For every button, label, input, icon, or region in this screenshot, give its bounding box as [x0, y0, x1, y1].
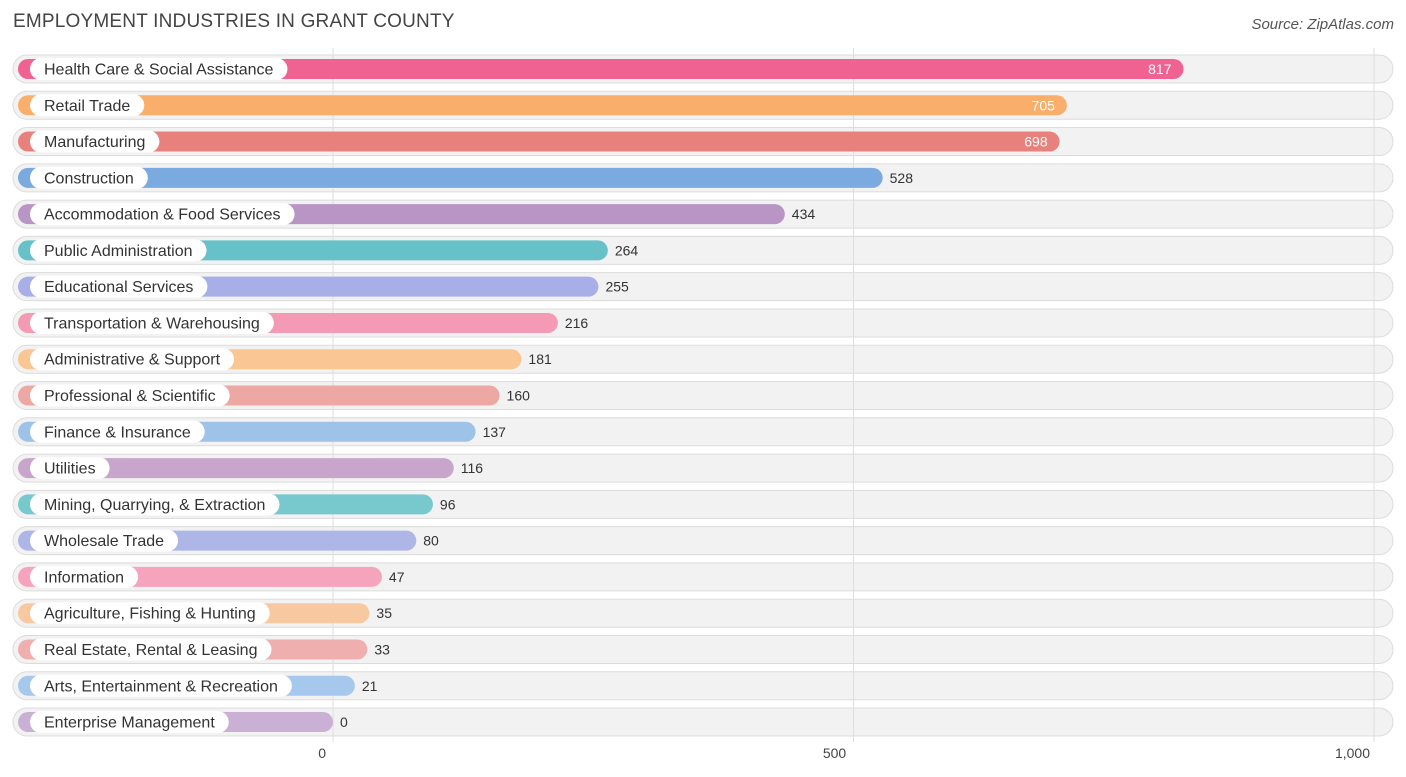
bar-group: Construction 528	[18, 166, 914, 189]
label-pill	[30, 166, 148, 189]
row-background	[12, 707, 1394, 737]
value-label: 255	[605, 279, 629, 295]
bar-group: Accommodation & Food Services 434	[18, 203, 816, 226]
value-label: 0	[340, 714, 348, 730]
bar-group: Real Estate, Rental & Leasing 33	[18, 638, 390, 661]
category-label: Accommodation & Food Services	[44, 207, 281, 224]
label-pill	[30, 420, 205, 443]
label-pill	[30, 94, 145, 117]
bar-group: Agriculture, Fishing & Hunting 35	[18, 602, 392, 625]
category-label: Mining, Quarrying, & Extraction	[44, 497, 265, 514]
category-label: Wholesale Trade	[44, 533, 164, 550]
value-label: 47	[389, 569, 405, 585]
source-note: Source: ZipAtlas.com	[1251, 16, 1394, 33]
bar-group: Retail Trade 705	[18, 94, 1067, 117]
category-label: Transportation & Warehousing	[44, 315, 260, 332]
label-pill	[30, 529, 179, 552]
bar	[18, 95, 1067, 116]
label-pill	[30, 565, 139, 588]
bar-group: Wholesale Trade 80	[18, 529, 439, 552]
bar	[18, 59, 1184, 79]
value-label: 434	[792, 206, 816, 222]
category-label: Construction	[44, 170, 134, 187]
category-label: Retail Trade	[44, 98, 130, 115]
category-label: Agriculture, Fishing & Hunting	[44, 606, 256, 623]
value-label: 21	[362, 678, 378, 694]
value-label: 705	[1032, 97, 1056, 113]
value-label: 80	[423, 533, 439, 549]
category-label: Health Care & Social Assistance	[44, 62, 274, 79]
label-pill	[30, 638, 272, 661]
value-label: 698	[1024, 134, 1048, 150]
row-background	[12, 671, 1394, 701]
bar	[18, 131, 1060, 152]
label-pill	[30, 348, 235, 371]
bar-group: Arts, Entertainment & Recreation 21	[18, 674, 378, 697]
bar-group: Information 47	[18, 565, 405, 588]
x-tick-label: 0	[318, 745, 326, 761]
label-pill	[30, 711, 229, 734]
category-label: Utilities	[44, 461, 96, 478]
category-label: Manufacturing	[44, 134, 145, 151]
value-label: 96	[440, 496, 456, 512]
label-pill	[30, 58, 288, 80]
x-tick-label: 1,000	[1335, 745, 1370, 761]
category-label: Administrative & Support	[44, 352, 221, 369]
category-label: Professional & Scientific	[44, 388, 216, 405]
bar-group: Administrative & Support 181	[18, 348, 552, 371]
bar-group: Enterprise Management 0	[18, 711, 348, 734]
bar-group: Professional & Scientific 160	[18, 384, 531, 407]
bar-group: Health Care & Social Assistance 817	[18, 58, 1184, 80]
category-label: Arts, Entertainment & Recreation	[44, 678, 278, 695]
category-label: Real Estate, Rental & Leasing	[44, 642, 257, 659]
category-label: Public Administration	[44, 243, 193, 260]
value-label: 33	[374, 641, 390, 657]
bar-group: Transportation & Warehousing 216	[18, 311, 589, 334]
value-label: 216	[565, 315, 589, 331]
label-pill	[30, 384, 230, 407]
value-label: 160	[507, 388, 531, 404]
x-tick-label: 500	[823, 745, 847, 761]
category-label: Enterprise Management	[44, 715, 215, 732]
label-pill	[30, 203, 295, 226]
category-label: Information	[44, 569, 124, 586]
label-pill	[30, 239, 207, 262]
bar-group: Finance & Insurance 137	[18, 420, 507, 443]
bar	[18, 458, 454, 479]
value-label: 817	[1148, 61, 1172, 77]
value-label: 116	[461, 460, 484, 476]
bar-group: Educational Services 255	[18, 275, 629, 298]
chart-title: EMPLOYMENT INDUSTRIES IN GRANT COUNTY	[13, 11, 455, 32]
value-label: 264	[615, 242, 639, 258]
bar-group: Manufacturing 698	[18, 130, 1060, 153]
label-pill	[30, 311, 274, 334]
category-label: Finance & Insurance	[44, 424, 191, 441]
value-label: 528	[890, 170, 914, 186]
value-label: 137	[483, 424, 507, 440]
label-pill	[30, 457, 110, 480]
label-pill	[30, 130, 160, 153]
value-label: 181	[528, 351, 552, 367]
bar-group: Utilities 116	[18, 457, 484, 480]
label-pill	[30, 674, 292, 697]
bar-group: Public Administration 264	[18, 239, 639, 262]
label-pill	[30, 275, 208, 298]
value-label: 35	[376, 605, 392, 621]
category-label: Educational Services	[44, 279, 193, 296]
bar	[18, 167, 883, 188]
bar-group: Mining, Quarrying, & Extraction 96	[18, 493, 456, 516]
label-pill	[30, 602, 270, 625]
label-pill	[30, 493, 280, 516]
